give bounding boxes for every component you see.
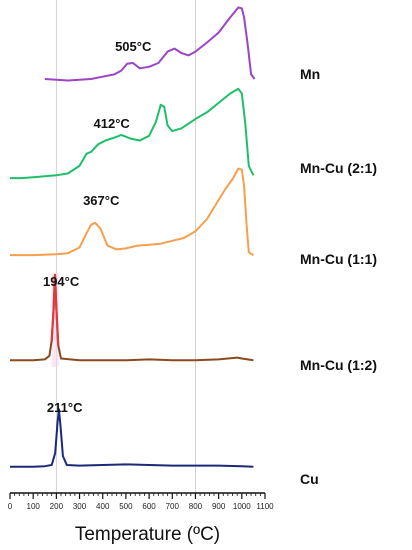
x-axis: 0 100 200 300 400 500 600 700 800 900 1000 1100 xyxy=(8,492,274,511)
tick-label: 700 xyxy=(166,502,180,511)
tick-label: 900 xyxy=(212,502,226,511)
series-peak-highlight xyxy=(50,274,60,346)
peak-label-0: 505°C xyxy=(115,39,152,54)
series-label-4: Cu xyxy=(300,471,319,487)
peak-label-1: 412°C xyxy=(94,116,131,131)
series-label-0: Mn xyxy=(300,66,320,82)
peak-label-3: 194°C xyxy=(43,274,80,289)
series-label-3: Mn-Cu (1:2) xyxy=(300,357,377,373)
series-traces xyxy=(10,6,256,468)
series-label-2: Mn-Cu (1:1) xyxy=(300,251,377,267)
series-labels: Mn Mn-Cu (2:1) Mn-Cu (1:1) Mn-Cu (1:2) Cu xyxy=(300,66,377,487)
x-axis-title: Temperature (ºC) xyxy=(75,524,220,545)
highlight-band xyxy=(51,273,59,367)
tick-label: 600 xyxy=(142,502,156,511)
tick-label: 1000 xyxy=(233,502,251,511)
series-line-cu xyxy=(10,408,254,468)
series-label-1: Mn-Cu (2:1) xyxy=(300,160,377,176)
peak-labels: 505°C 412°C 367°C 194°C 211°C xyxy=(43,39,152,415)
tick-label: 800 xyxy=(189,502,203,511)
tick-label: 200 xyxy=(50,502,64,511)
peak-label-2: 367°C xyxy=(83,193,120,208)
tick-label: 300 xyxy=(73,502,87,511)
series-line-mn-cu-1-2- xyxy=(10,273,254,362)
tick-label: 100 xyxy=(27,502,41,511)
series-line-mn xyxy=(44,6,256,82)
peak-label-4: 211°C xyxy=(47,400,83,415)
tick-label: 500 xyxy=(119,502,133,511)
series-line-mn-cu-2-1- xyxy=(10,87,255,180)
tick-label: 0 xyxy=(8,502,13,511)
x-axis-ticks: 0 100 200 300 400 500 600 700 800 900 1000 1100 xyxy=(8,493,274,511)
tick-label: 400 xyxy=(96,502,110,511)
series-line-mn-cu-1-1- xyxy=(10,167,254,257)
reference-lines xyxy=(55,0,196,493)
tick-label: 1100 xyxy=(256,502,274,511)
